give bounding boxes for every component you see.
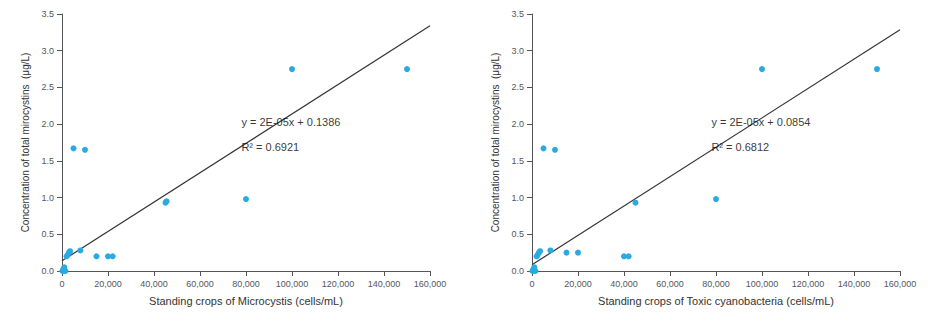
svg-text:0: 0	[59, 279, 64, 289]
svg-text:3.0: 3.0	[41, 46, 54, 56]
svg-text:Standing crops of Toxic cyanob: Standing crops of Toxic cyanobacteria (c…	[598, 295, 834, 307]
svg-text:1.0: 1.0	[511, 193, 524, 203]
svg-text:R² = 0.6812: R² = 0.6812	[711, 141, 769, 153]
svg-text:0.0: 0.0	[511, 266, 524, 276]
svg-text:1.5: 1.5	[511, 156, 524, 166]
svg-text:20,000: 20,000	[564, 279, 592, 289]
svg-text:0.5: 0.5	[41, 229, 54, 239]
svg-text:120,000: 120,000	[792, 279, 825, 289]
svg-text:3.5: 3.5	[41, 9, 54, 19]
svg-text:y = 2E-05x + 0.0854: y = 2E-05x + 0.0854	[711, 116, 810, 128]
svg-text:2.5: 2.5	[511, 82, 524, 92]
svg-text:160,000: 160,000	[884, 279, 917, 289]
svg-text:Concentration of total mirocys: Concentration of total mirocystins (μg/L…	[20, 53, 31, 233]
svg-text:R² = 0.6921: R² = 0.6921	[241, 141, 299, 153]
svg-text:100,000: 100,000	[276, 279, 309, 289]
svg-text:80,000: 80,000	[702, 279, 730, 289]
svg-text:20,000: 20,000	[94, 279, 122, 289]
svg-text:1.5: 1.5	[41, 156, 54, 166]
svg-text:0.5: 0.5	[511, 229, 524, 239]
svg-text:60,000: 60,000	[186, 279, 214, 289]
svg-text:Standing crops of Microcystis: Standing crops of Microcystis (cells/mL)	[149, 295, 343, 307]
svg-text:40,000: 40,000	[610, 279, 638, 289]
svg-text:Concentration of total mirocys: Concentration of total mirocystins (μg/L…	[490, 53, 501, 233]
svg-text:60,000: 60,000	[656, 279, 684, 289]
svg-text:40,000: 40,000	[140, 279, 168, 289]
svg-text:160,000: 160,000	[414, 279, 447, 289]
svg-text:0.0: 0.0	[41, 266, 54, 276]
svg-text:2.0: 2.0	[511, 119, 524, 129]
svg-text:1.0: 1.0	[41, 193, 54, 203]
svg-text:2.0: 2.0	[41, 119, 54, 129]
svg-text:3.0: 3.0	[511, 46, 524, 56]
svg-text:120,000: 120,000	[322, 279, 355, 289]
svg-text:80,000: 80,000	[232, 279, 260, 289]
svg-text:y = 2E-05x + 0.1386: y = 2E-05x + 0.1386	[241, 116, 340, 128]
svg-text:140,000: 140,000	[368, 279, 401, 289]
svg-text:100,000: 100,000	[746, 279, 779, 289]
svg-text:3.5: 3.5	[511, 9, 524, 19]
svg-text:0: 0	[529, 279, 534, 289]
svg-text:140,000: 140,000	[838, 279, 871, 289]
svg-text:2.5: 2.5	[41, 82, 54, 92]
